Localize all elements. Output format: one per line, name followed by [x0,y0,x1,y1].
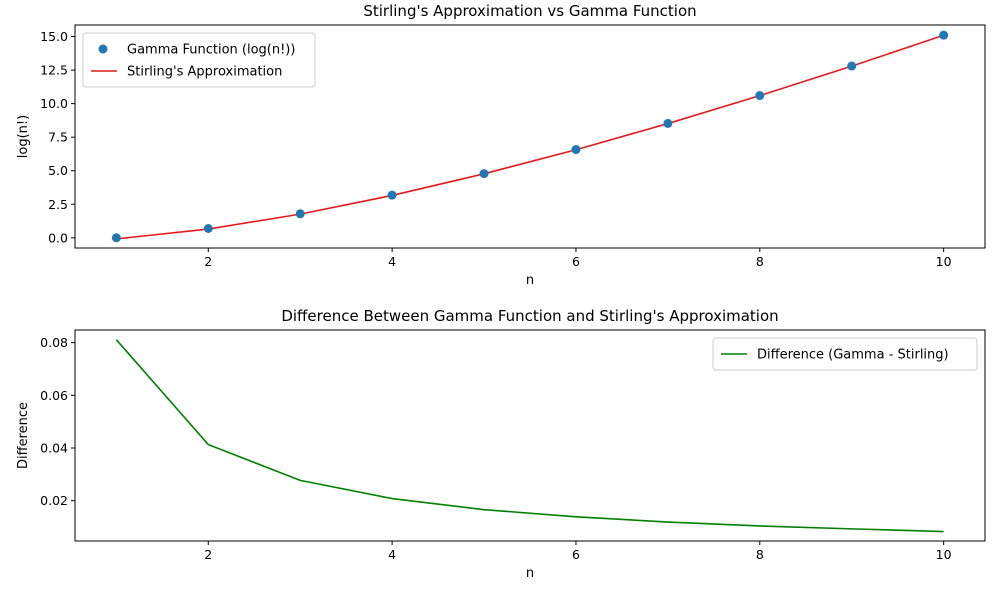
data-point [571,145,581,155]
legend: Gamma Function (log(n!)) Stirling's Appro… [82,32,316,88]
y-tick-label: 12.5 [40,63,68,78]
x-tick-label: 2 [204,547,212,562]
series-line [116,34,944,240]
x-axis-label: n [526,566,534,581]
x-tick-label: 6 [572,254,580,269]
y-tick-label: 15.0 [40,29,68,44]
data-point [203,224,213,234]
legend-box [712,337,978,371]
chart-title: Difference Between Gamma Function and St… [281,307,778,325]
data-point [847,61,857,71]
y-tick-label: 0.06 [40,388,68,403]
chart-panel-1: Stirling's Approximation vs Gamma Functi… [16,2,986,288]
data-point [479,169,489,179]
data-point [111,233,121,243]
y-tick-label: 0.08 [40,335,68,350]
y-tick-label: 5.0 [48,163,68,178]
x-axis-label: n [526,273,534,288]
x-tick-label: 4 [388,254,396,269]
data-point [663,118,673,128]
legend-box [82,32,316,88]
y-axis-label: log(n!) [16,115,31,158]
plot-frame [74,24,986,249]
y-tick-label: 0.04 [40,441,68,456]
plot-frame [74,329,986,542]
legend-label: Gamma Function (log(n!)) [127,43,295,58]
legend-label: Difference (Gamma - Stirling) [757,348,949,363]
y-tick-label: 0.0 [48,230,68,245]
x-tick-label: 6 [572,547,580,562]
chart-panel-2: Difference Between Gamma Function and St… [16,307,986,581]
x-tick-label: 2 [204,254,212,269]
y-tick-label: 2.5 [48,197,68,212]
x-tick-label: 8 [756,547,764,562]
data-point [295,209,305,219]
chart-title: Stirling's Approximation vs Gamma Functi… [363,2,696,20]
x-tick-label: 4 [388,547,396,562]
legend: Difference (Gamma - Stirling) [712,337,978,371]
legend-label: Stirling's Approximation [127,65,282,80]
y-tick-label: 7.5 [48,130,68,145]
x-tick-label: 10 [936,254,952,269]
x-tick-label: 10 [936,547,952,562]
x-tick-label: 8 [756,254,764,269]
data-point [755,91,765,101]
data-point [387,190,397,200]
y-tick-label: 10.0 [40,96,68,111]
series-line [115,339,944,533]
legend-marker [98,44,108,54]
data-point [939,30,949,40]
y-axis-label: Difference [16,402,31,469]
y-tick-label: 0.02 [40,493,68,508]
